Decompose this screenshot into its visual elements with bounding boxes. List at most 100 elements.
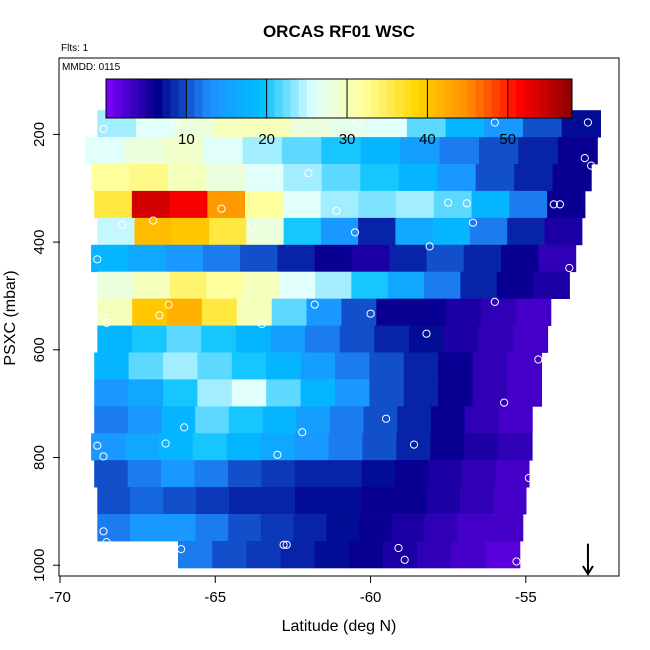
heatmap-cell (97, 217, 136, 246)
observation-point (304, 169, 313, 178)
heatmap-cell (411, 298, 447, 326)
heatmap-cell (195, 406, 230, 434)
colorbar-swatch (363, 79, 372, 118)
observation-point (462, 199, 471, 208)
observation-point (546, 526, 555, 535)
observation-point (587, 161, 596, 170)
heatmap-cell (432, 217, 471, 246)
heatmap-cell (495, 460, 530, 488)
observation-point (99, 527, 108, 536)
heatmap-cell (197, 379, 233, 407)
heatmap-cell (194, 460, 229, 488)
heatmap-cell (492, 487, 527, 515)
heatmap-cell (507, 379, 542, 407)
observation-point (490, 297, 499, 306)
x-tick-label: -55 (515, 589, 537, 606)
observation-point (350, 228, 360, 237)
heatmap-cell (514, 164, 554, 192)
heatmap-cell (360, 164, 400, 192)
heatmap-cell (206, 271, 244, 299)
heatmap-cell (94, 190, 133, 219)
colorbar-swatch (499, 79, 509, 118)
heatmap-cell (296, 406, 331, 434)
observation-points (93, 117, 596, 566)
observation-point (490, 118, 499, 127)
heatmap-cell (501, 244, 539, 273)
heatmap-cell (321, 137, 362, 165)
heatmap-cell (262, 406, 297, 434)
heatmap-cell (361, 487, 395, 515)
heatmap-cell (490, 514, 524, 542)
colorbar-swatch (539, 79, 549, 118)
heatmap-cell (163, 487, 197, 515)
colorbar-swatch (515, 79, 525, 118)
heatmap-cell (166, 325, 202, 353)
observation-point (332, 206, 341, 215)
y-axis-label: PSXC (mbar) (2, 270, 19, 365)
heatmap-cell (202, 244, 241, 273)
heatmap-cell (460, 271, 498, 299)
heatmap-cell (270, 325, 306, 353)
heatmap-cell (167, 298, 203, 326)
observation-point (382, 414, 391, 423)
heatmap-cell (260, 514, 295, 542)
colorbar-swatch (547, 79, 557, 118)
colorbar-swatch (330, 79, 340, 118)
observation-point (217, 204, 226, 213)
colorbar-swatch (242, 79, 252, 118)
colorbar-swatch (130, 79, 139, 118)
heatmap-cell (132, 298, 168, 326)
heatmap-cell (206, 164, 246, 192)
heatmap-cell (396, 190, 435, 219)
heatmap-cell (518, 137, 559, 165)
heatmap-cell (387, 271, 425, 299)
heatmap-cell (97, 271, 135, 299)
observation-point (155, 311, 164, 320)
colorbar-swatch (290, 79, 300, 118)
heatmap-cell (231, 352, 267, 380)
observation-point (298, 428, 307, 437)
observation-point (565, 263, 574, 273)
heatmap-cell (383, 541, 418, 569)
heatmap-cell (242, 271, 280, 299)
heatmap-cell (97, 487, 131, 515)
heatmap-cell (228, 406, 264, 434)
observation-point (580, 154, 589, 163)
observation-point (180, 423, 189, 432)
heatmap-cell (376, 298, 412, 326)
heatmap-cell (443, 325, 479, 353)
heatmap-cell (391, 514, 426, 542)
colorbar-swatch (531, 79, 541, 118)
heatmap-cell (197, 352, 233, 380)
heatmap-cell (341, 298, 377, 326)
heatmap-cell (212, 541, 247, 569)
heatmap-cell (130, 487, 164, 515)
colorbar-swatch (379, 79, 388, 118)
heatmap-cell (369, 352, 405, 380)
heatmap-cell (351, 271, 389, 299)
observation-point (102, 318, 111, 327)
heatmap-cell (439, 137, 480, 165)
colorbar-swatch (250, 79, 260, 118)
heatmap-cell (97, 325, 133, 353)
observation-point (93, 441, 102, 450)
y-axis: 200 400 600 800 1000 (31, 122, 60, 582)
heatmap-cell (509, 190, 548, 219)
y-tick-label: 400 (31, 230, 48, 255)
heatmap-cell (396, 433, 431, 461)
heatmap-cell (430, 433, 465, 461)
heatmap-cell (226, 433, 262, 461)
chart-title: ORCAS RF01 WSC (263, 22, 415, 41)
heatmap-cell (533, 271, 570, 299)
colorbar: 10 20 30 40 50 (105, 78, 573, 148)
colorbar-swatch (258, 79, 268, 118)
heatmap-cells (84, 110, 601, 569)
heatmap-cell (128, 244, 167, 273)
heatmap-cell (335, 379, 370, 407)
x-axis-label: Latitude (deg N) (282, 618, 397, 635)
heatmap-cell (128, 379, 164, 407)
heatmap-cell (328, 487, 362, 515)
heatmap-cell (438, 352, 474, 380)
observation-point (422, 329, 431, 338)
